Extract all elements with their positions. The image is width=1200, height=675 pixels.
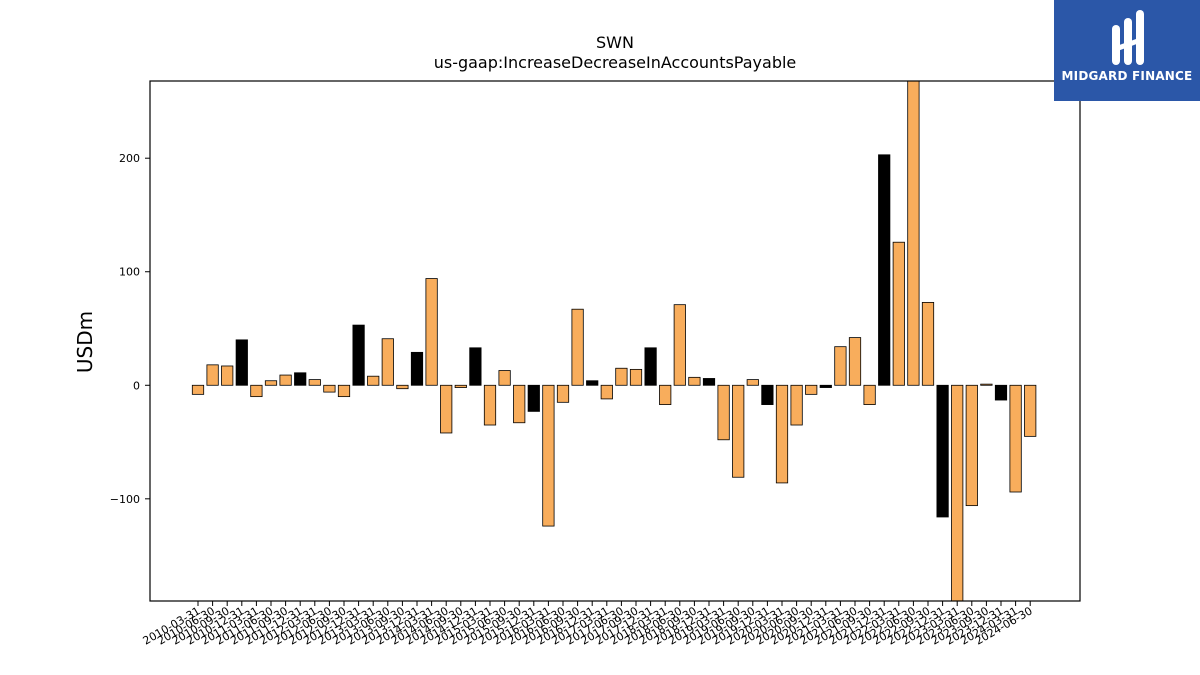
- bar: [556, 384, 570, 403]
- y-tick-label: 0: [133, 379, 140, 392]
- bar: [498, 370, 511, 386]
- bar: [381, 338, 394, 386]
- bar: [994, 384, 1008, 401]
- y-axis: −100 0 100 200: [110, 152, 150, 506]
- y-tick-label: 100: [119, 266, 140, 279]
- bar: [1009, 384, 1022, 493]
- bar: [848, 337, 862, 386]
- y-tick-label: −100: [110, 493, 140, 506]
- bar: [527, 384, 540, 412]
- bar: [805, 384, 818, 395]
- bar: [308, 379, 321, 386]
- bar: [761, 384, 774, 405]
- bar: [513, 384, 526, 424]
- bar: [542, 384, 555, 527]
- bar: [1024, 384, 1037, 437]
- bar: [659, 384, 672, 405]
- chart-title: SWN: [596, 33, 634, 52]
- bar: [629, 368, 643, 386]
- bar: [425, 278, 438, 386]
- bar: [951, 384, 964, 602]
- brand-logo: MIDGARD FINANCE: [1054, 0, 1200, 101]
- midgard-logo-icon: [1112, 10, 1144, 65]
- bar: [863, 384, 876, 405]
- bar: [396, 384, 409, 390]
- bar: [775, 384, 789, 484]
- bar: [936, 384, 949, 518]
- bar: [221, 365, 234, 386]
- bar: [746, 379, 759, 386]
- y-axis-label: USDm: [73, 311, 97, 373]
- bar: [717, 384, 730, 441]
- bar: [907, 80, 920, 386]
- bar: [878, 154, 891, 386]
- chart-subtitle: us-gaap:IncreaseDecreaseInAccountsPayabl…: [434, 53, 797, 72]
- bar: [834, 346, 847, 386]
- x-axis: 2010-03-312010-06-302010-09-302010-12-31…: [141, 601, 1035, 648]
- bar: [644, 347, 657, 386]
- bar: [279, 374, 292, 386]
- bar: [965, 384, 978, 507]
- bar: [615, 367, 628, 386]
- bar: [454, 384, 467, 388]
- bar: [921, 301, 935, 386]
- bar: [980, 383, 993, 386]
- bar: [440, 384, 453, 434]
- bar: [469, 347, 482, 386]
- bar: [250, 384, 263, 398]
- bar: [790, 384, 803, 426]
- bar: [688, 376, 701, 386]
- plot-frame: [149, 80, 1081, 602]
- bar: [819, 384, 832, 388]
- bar: [673, 304, 686, 386]
- bar: [892, 241, 905, 386]
- bar: [702, 378, 716, 386]
- bar: [483, 384, 497, 426]
- bar: [732, 384, 745, 478]
- y-tick-label: 200: [119, 152, 140, 165]
- bar: [352, 324, 365, 386]
- bar: [586, 380, 599, 386]
- bars-group: [191, 80, 1037, 602]
- bar: [264, 380, 278, 386]
- bar: [206, 364, 219, 386]
- bar: [323, 384, 336, 393]
- bar: [235, 339, 248, 386]
- bar: [410, 351, 424, 386]
- bar: [337, 384, 351, 398]
- bar: [367, 375, 380, 386]
- bar: [571, 308, 584, 386]
- bar: [191, 384, 205, 395]
- bar: [600, 384, 613, 400]
- brand-name: MIDGARD FINANCE: [1061, 69, 1193, 83]
- bar: [294, 372, 307, 386]
